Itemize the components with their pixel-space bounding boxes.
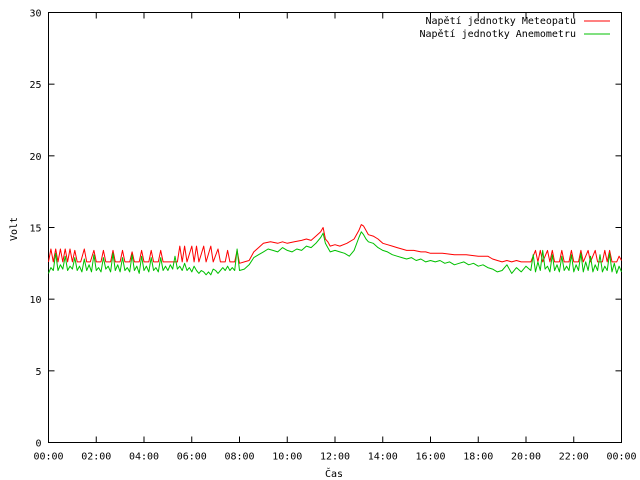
x-tick-label: 04:00	[129, 452, 159, 463]
series-layer	[48, 224, 622, 276]
x-tick-label: 06:00	[177, 452, 207, 463]
x-tick-label: 22:00	[559, 452, 589, 463]
y-tick-label: 10	[29, 295, 41, 306]
x-tick-label: 00:00	[606, 452, 636, 463]
x-axis-label: Čas	[325, 467, 343, 480]
y-tick-label: 5	[35, 367, 41, 378]
axis-tick-labels: 0 5 10 15 20 25 30 00:00 02:00 04:00 06:00 08:00 10:…	[29, 9, 636, 463]
x-tick-label: 10:00	[272, 452, 302, 463]
x-tick-label: 00:00	[33, 452, 63, 463]
x-tick-label: 12:00	[320, 452, 350, 463]
x-tick-label: 14:00	[368, 452, 398, 463]
series-line-meteopat	[48, 224, 622, 264]
y-tick-label: 0	[35, 439, 41, 450]
x-tick-label: 20:00	[511, 452, 541, 463]
y-tick-label: 30	[29, 9, 41, 20]
x-tick-label: 18:00	[463, 452, 493, 463]
legend-label-anemometr: Napětí jednotky Anemometru	[419, 28, 576, 40]
y-axis-label: Volt	[9, 217, 20, 241]
x-tick-label: 08:00	[224, 452, 254, 463]
x-tick-label: 02:00	[81, 452, 111, 463]
axis-ticks	[48, 12, 622, 443]
series-line-anemometr	[48, 231, 622, 276]
y-tick-label: 25	[29, 80, 41, 91]
y-tick-label: 15	[29, 224, 41, 235]
y-tick-label: 20	[29, 152, 41, 163]
legend-label-meteopat: Napětí jednotky Meteopatu	[425, 15, 576, 27]
legend: Napětí jednotky Meteopatu Napětí jednotk…	[419, 15, 610, 40]
plot-frame	[48, 12, 622, 443]
x-tick-label: 16:00	[415, 452, 445, 463]
